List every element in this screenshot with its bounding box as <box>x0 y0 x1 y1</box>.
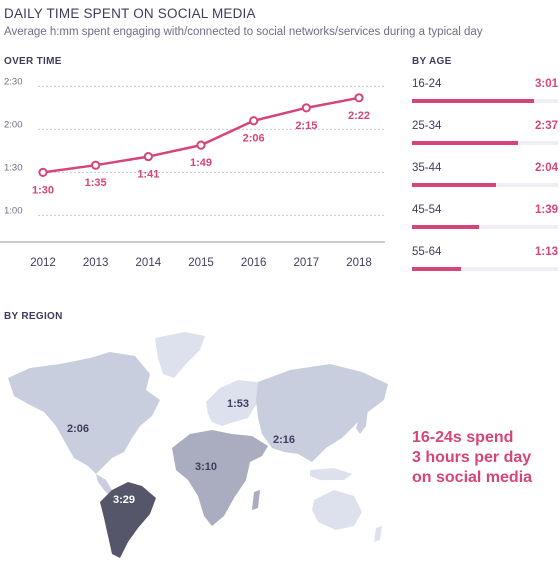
map-region-south-america <box>100 482 156 558</box>
map-region-australia <box>312 490 362 530</box>
over-time-label: OVER TIME <box>4 56 62 67</box>
age-bar <box>412 225 479 229</box>
page-subtitle: Average h:mm spent engaging with/connect… <box>4 26 483 38</box>
data-point <box>38 167 48 177</box>
page-title: DAILY TIME SPENT ON SOCIAL MEDIA <box>4 6 256 21</box>
data-point <box>91 160 101 170</box>
x-tick-label: 2012 <box>30 257 56 269</box>
y-tick-label: 1:00 <box>4 205 23 216</box>
data-label: 1:41 <box>137 169 159 181</box>
over-time-line-chart: 1:00 1:30 2:00 2:30 2012 2013 2014 2015 2016 201… <box>0 76 385 269</box>
map-region-asia <box>256 364 388 462</box>
map-region-indonesia <box>310 468 352 480</box>
age-category-label: 45-54 <box>412 204 442 216</box>
map-region-europe <box>206 380 262 426</box>
age-row: 16-24 3:01 <box>412 78 558 118</box>
map-label-europe: 1:53 <box>227 398 249 410</box>
data-label: 1:30 <box>32 184 54 196</box>
data-point <box>196 140 206 150</box>
data-label: 1:49 <box>190 157 212 169</box>
callout-text: 16-24s spend 3 hours per day on social m… <box>412 428 532 488</box>
age-bar <box>412 141 519 145</box>
x-tick-label: 2018 <box>346 257 372 269</box>
age-bar-track <box>412 141 558 145</box>
age-value-label: 2:04 <box>534 162 558 174</box>
map-label-africa-middle-east: 3:10 <box>195 461 217 473</box>
data-label: 2:15 <box>295 120 317 132</box>
by-age-label: BY AGE <box>412 56 452 67</box>
x-tick-label: 2014 <box>136 257 162 269</box>
y-tick-label: 1:30 <box>4 162 23 173</box>
map-label-asia: 2:16 <box>273 434 295 446</box>
callout-line-1: 16-24s spend <box>412 429 514 446</box>
age-category-label: 16-24 <box>412 78 442 90</box>
data-label: 2:06 <box>243 133 265 145</box>
age-bar-track <box>412 99 558 103</box>
x-tick-label: 2017 <box>294 257 320 269</box>
callout-line-3: on social media <box>412 469 533 486</box>
map-region-north-america <box>8 352 160 474</box>
map-region-greenland <box>155 332 205 378</box>
map-region-madagascar <box>252 490 260 510</box>
data-point <box>301 103 311 113</box>
age-row: 55-64 1:13 <box>412 246 558 286</box>
map-label-north-america: 2:06 <box>67 423 89 435</box>
data-point <box>354 93 364 103</box>
age-bar <box>412 99 535 103</box>
age-value-label: 3:01 <box>534 78 558 90</box>
age-row: 35-44 2:04 <box>412 162 558 202</box>
data-label: 1:35 <box>85 177 107 189</box>
age-value-label: 1:13 <box>534 246 558 258</box>
age-bar-track <box>412 225 558 229</box>
age-category-label: 55-64 <box>412 246 442 258</box>
y-tick-label: 2:30 <box>4 76 23 87</box>
callout-line-2: 3 hours per day <box>412 449 532 466</box>
age-category-label: 25-34 <box>412 120 442 132</box>
map-region-africa-middle-east <box>172 430 268 526</box>
data-point <box>143 151 153 162</box>
map-region-japan <box>356 408 368 434</box>
age-bar <box>412 183 496 187</box>
age-row: 25-34 2:37 <box>412 120 558 160</box>
age-category-label: 35-44 <box>412 162 442 174</box>
x-tick-label: 2016 <box>241 257 267 269</box>
data-point <box>249 116 259 126</box>
by-region-label: BY REGION <box>4 311 63 322</box>
age-value-label: 1:39 <box>534 204 558 216</box>
region-world-map: 2:06 3:29 1:53 3:10 2:16 <box>8 332 388 558</box>
y-tick-label: 2:00 <box>4 119 23 130</box>
age-row: 45-54 1:39 <box>412 204 558 244</box>
data-label: 2:22 <box>348 110 370 122</box>
age-bar-track <box>412 267 558 271</box>
age-bar <box>412 267 462 271</box>
age-value-label: 2:37 <box>534 120 558 132</box>
x-tick-label: 2015 <box>188 257 214 269</box>
map-label-south-america: 3:29 <box>113 494 135 506</box>
age-bar-track <box>412 183 558 187</box>
x-tick-label: 2013 <box>83 257 109 269</box>
map-region-new-zealand <box>374 526 382 542</box>
